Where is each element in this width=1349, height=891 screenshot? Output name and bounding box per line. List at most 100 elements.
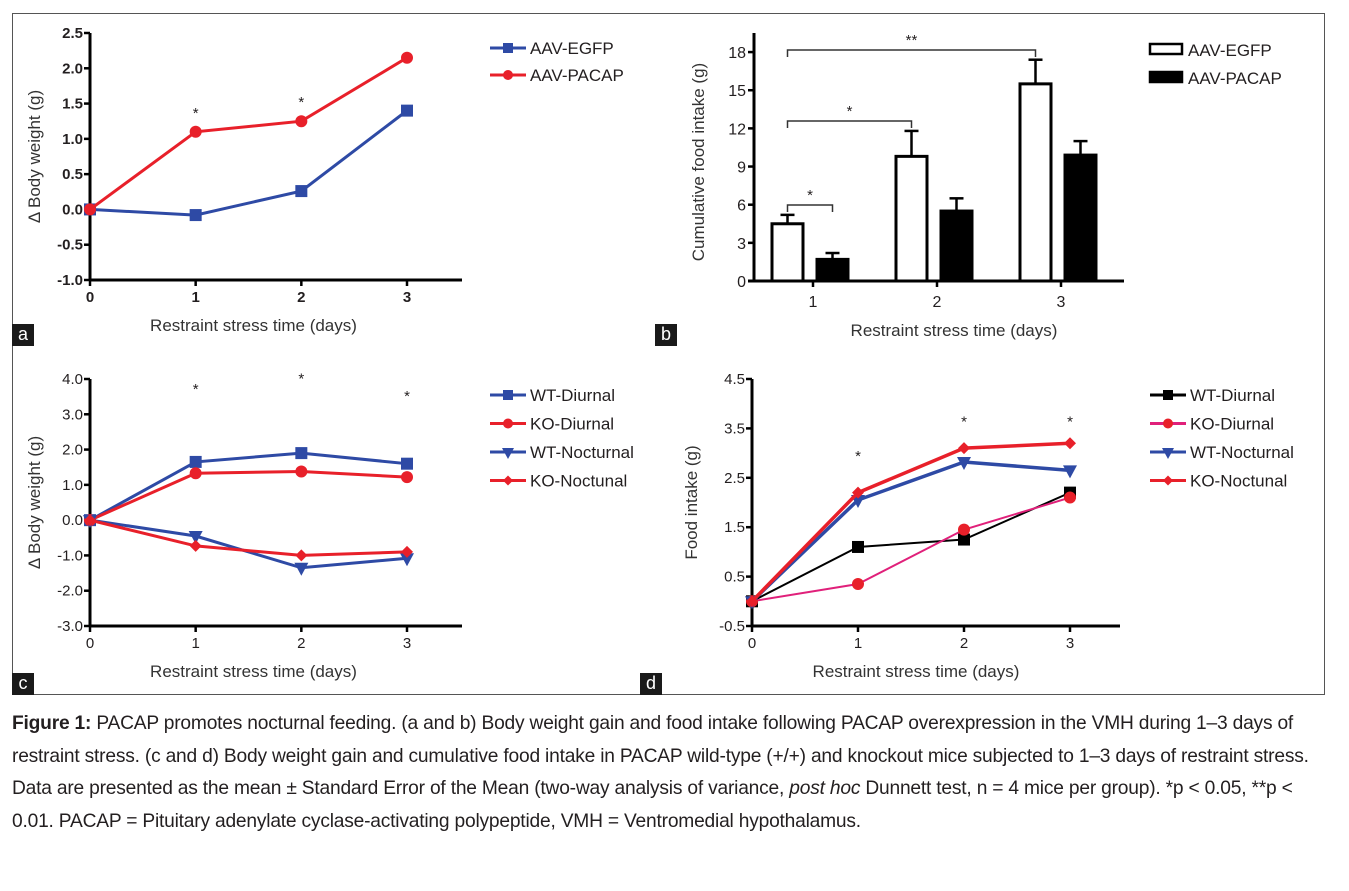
- c-legend-label: WT-Diurnal: [530, 386, 615, 405]
- d-y-tick-label: 3.5: [724, 420, 745, 437]
- a-y-tick-label: 0.5: [62, 166, 83, 183]
- c-legend-label: KO-Noctunal: [530, 472, 627, 491]
- c-x-tick-label: 0: [86, 635, 94, 652]
- b-y-tick-label: 0: [737, 274, 746, 291]
- d-y-tick-label: 2.5: [724, 470, 745, 487]
- a-point-aav-egfp: [401, 104, 413, 117]
- c-y-tick-label: -1.0: [57, 547, 83, 564]
- b-bar-aav-egfp: [894, 154, 929, 283]
- b-significance-bracket: [786, 49, 1037, 57]
- c-point-ko-noctunal: [401, 545, 413, 558]
- a-point-aav-egfp: [295, 185, 308, 198]
- panel-c: -3.0 -2.0 -1.0 0.0 1.0 2.0 3.0 4.0 0 1 2 3 Restraint…: [0, 0, 680, 700]
- d-x-axis-title: Restraint stress time (days): [813, 662, 1020, 681]
- c-y-tick-label: 1.0: [62, 477, 83, 494]
- panel-letter-d: d: [640, 673, 662, 695]
- a-x-tick-label: 3: [403, 289, 411, 306]
- c-point-wt-nocturnal: [188, 531, 203, 545]
- d-y-tick-label: -0.5: [719, 618, 745, 635]
- c-point-ko-diurnal: [295, 465, 308, 478]
- b-bar-aav-pacap: [939, 209, 974, 283]
- a-y-tick-label: 2.0: [62, 60, 83, 77]
- d-point-ko-noctunal: [852, 486, 864, 499]
- b-x-tick-label: 1: [809, 294, 818, 311]
- a-significance-star: *: [298, 94, 304, 111]
- b-y-tick-label: 18: [728, 45, 746, 62]
- d-point-ko-noctunal: [1064, 437, 1076, 450]
- c-y-tick-label: 4.0: [62, 371, 83, 388]
- b-significance-star: *: [847, 103, 853, 120]
- d-significance-star: *: [855, 448, 861, 465]
- b-bar-aav-pacap: [815, 257, 850, 283]
- panel-b: 0 3 6 9 12 15 18 1 2 3 * * ** Restraint stress time (…: [0, 0, 1349, 350]
- d-legend-label: WT-Diurnal: [1190, 386, 1275, 405]
- b-legend-label: AAV-PACAP: [1188, 69, 1282, 88]
- c-legend-marker: [503, 475, 513, 486]
- d-point-ko-diurnal: [1064, 491, 1076, 504]
- d-point-wt-nocturnal: [957, 456, 971, 470]
- a-legend-label: AAV-PACAP: [530, 66, 624, 85]
- a-y-tick-label: 2.5: [62, 25, 83, 42]
- b-y-tick-label: 15: [728, 83, 746, 100]
- c-significance-star: *: [193, 381, 199, 398]
- c-y-tick-label: 0.0: [62, 512, 83, 529]
- a-legend-label: AAV-EGFP: [530, 39, 614, 58]
- d-point-ko-noctunal: [958, 442, 970, 455]
- a-y-tick-label: -0.5: [57, 237, 83, 254]
- a-y-tick-label: 1.0: [62, 131, 83, 148]
- c-point-wt-diurnal: [295, 447, 308, 460]
- d-x-tick-label: 1: [854, 635, 862, 652]
- b-legend-label: AAV-EGFP: [1188, 41, 1272, 60]
- b-y-tick-label: 9: [737, 160, 746, 177]
- c-y-tick-label: -2.0: [57, 583, 83, 600]
- panel-a: -1.0 -0.5 0.0 0.5 1.0 1.5 2.0 2.5 0 1 2 3 Restraint …: [0, 0, 680, 350]
- b-legend-swatch: [1148, 70, 1184, 84]
- a-point-aav-egfp: [189, 209, 202, 222]
- c-legend-marker: [503, 390, 513, 400]
- panel-letter-c: c: [12, 673, 34, 695]
- b-significance-star: **: [906, 32, 918, 49]
- b-bar-aav-pacap: [1063, 153, 1098, 283]
- d-x-tick-label: 0: [748, 635, 756, 652]
- a-point-aav-pacap: [401, 51, 413, 64]
- d-significance-star: *: [1067, 414, 1073, 431]
- b-x-tick-label: 3: [1057, 294, 1066, 311]
- c-point-wt-diurnal: [401, 457, 413, 470]
- b-y-tick-label: 12: [728, 121, 746, 138]
- chart-c: -3.0 -2.0 -1.0 0.0 1.0 2.0 3.0 4.0 0 1 2 3 Restraint…: [25, 370, 634, 681]
- b-significance-bracket: [786, 204, 834, 212]
- a-legend-marker: [503, 43, 513, 53]
- d-series-line-ko-diurnal: [751, 496, 1071, 603]
- d-legend-label: WT-Nocturnal: [1190, 443, 1294, 462]
- chart-a: -1.0 -0.5 0.0 0.5 1.0 1.5 2.0 2.5 0 1 2 3 Restraint …: [25, 25, 624, 335]
- d-series-line-ko-noctunal: [750, 441, 1071, 603]
- c-point-wt-nocturnal: [294, 562, 309, 576]
- chart-d: -0.5 0.5 1.5 2.5 3.5 4.5 0 1 2 3 Restraint stress …: [682, 371, 1294, 681]
- d-point-wt-diurnal: [958, 533, 970, 546]
- b-bar-aav-egfp: [770, 222, 805, 283]
- panel-letter-b: b: [655, 324, 677, 346]
- c-significance-star: *: [298, 370, 304, 387]
- d-y-tick-label: 1.5: [724, 519, 745, 536]
- d-legend-marker: [1163, 418, 1173, 429]
- c-series-line-ko-noctunal: [89, 518, 408, 557]
- caption-text-1: PACAP promotes nocturnal feeding. (a and…: [12, 713, 1309, 800]
- d-point-wt-diurnal: [852, 540, 864, 553]
- b-y-tick-label: 3: [737, 236, 746, 253]
- c-x-axis-title: Restraint stress time (days): [150, 662, 357, 681]
- b-x-tick-label: 2: [933, 294, 942, 311]
- c-point-wt-diurnal: [189, 455, 202, 468]
- a-point-aav-pacap: [84, 203, 96, 216]
- d-y-axis-title: Food intake (g): [682, 445, 701, 559]
- b-significance-bracket: [786, 120, 913, 128]
- c-significance-star: *: [404, 388, 410, 405]
- a-y-tick-label: 1.5: [62, 96, 83, 113]
- caption-text-2: Dunnett test, n = 4 mice per group). *p …: [12, 778, 1293, 832]
- c-point-ko-diurnal: [401, 471, 413, 484]
- b-x-axis-title: Restraint stress time (days): [851, 321, 1058, 340]
- c-legend-marker: [502, 448, 514, 459]
- d-x-tick-label: 2: [960, 635, 968, 652]
- d-point-ko-diurnal: [958, 523, 970, 536]
- c-legend-label: KO-Diurnal: [530, 415, 614, 434]
- d-series-line-wt-nocturnal: [750, 460, 1071, 603]
